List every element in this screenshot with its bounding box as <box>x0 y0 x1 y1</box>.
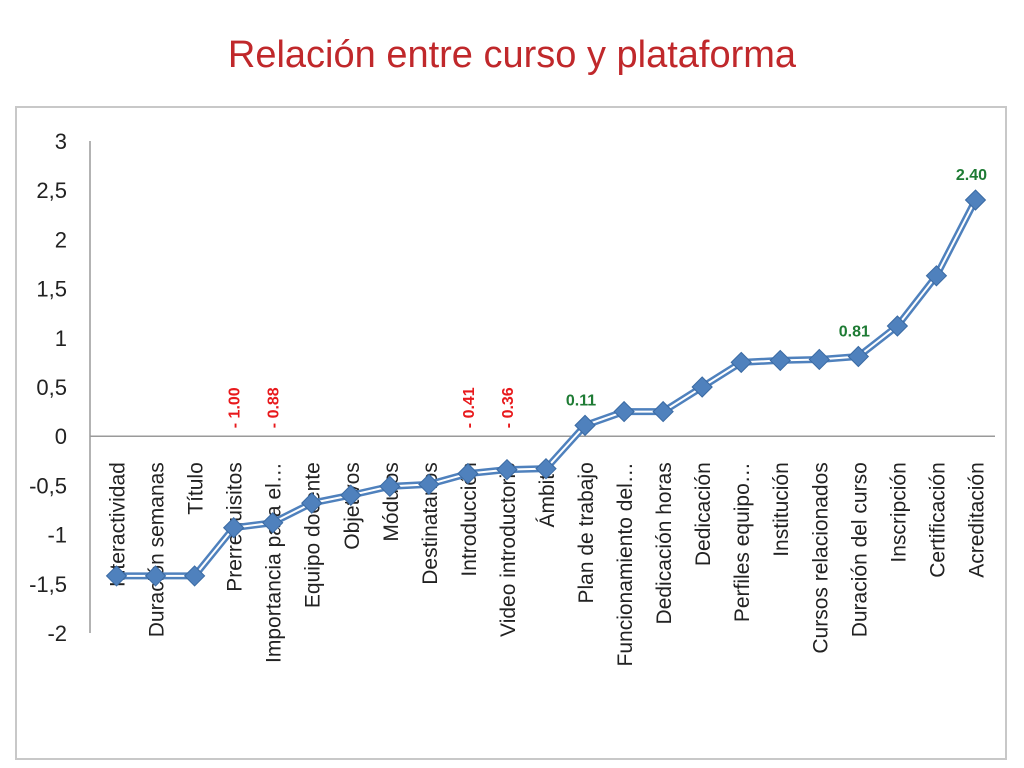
data-point <box>808 348 831 371</box>
data-point <box>613 400 635 423</box>
data-point <box>183 565 206 587</box>
y-tick-label: 1 <box>55 326 67 351</box>
data-point <box>730 351 752 374</box>
x-tick-label: Objetivos <box>341 462 364 550</box>
data-point <box>379 475 401 498</box>
x-tick-label: Funcionamiento del… <box>614 462 637 666</box>
x-tick-label: Introducción <box>458 462 481 576</box>
x-tick-label: Dedicación <box>692 462 715 566</box>
data-point <box>574 414 596 437</box>
chart-title: Relación entre curso y plataforma <box>227 34 797 76</box>
data-point <box>652 400 674 423</box>
x-tick-label: Duración del curso <box>848 462 871 637</box>
x-tick-label: Título <box>185 462 208 515</box>
x-tick-label: Módulos <box>380 462 403 541</box>
data-point <box>691 376 713 398</box>
y-tick-label: 0,5 <box>36 375 67 400</box>
x-tick-label: Importancia para el… <box>263 462 286 663</box>
data-label: - 0.36 <box>500 387 517 428</box>
axes <box>89 141 995 633</box>
data-point <box>418 473 440 496</box>
x-tick-label: Certificación <box>926 462 949 578</box>
x-tick-label: Perfiles equipo… <box>731 462 754 622</box>
data-point <box>964 189 987 211</box>
data-point <box>105 565 128 587</box>
y-axis-ticks: 3 2,5 2 1,5 1 0,5 0 -0,5 -1 -1,5 -2 <box>29 129 67 646</box>
x-tick-label: Dedicación horas <box>653 462 676 624</box>
x-tick-label: Destinatarios <box>419 462 442 585</box>
x-tick-label: Interactividad <box>107 462 130 587</box>
data-point <box>847 345 870 368</box>
y-tick-label: 0 <box>55 424 67 449</box>
chart-area: 3 2,5 2 1,5 1 0,5 0 -0,5 -1 -1,5 -2 Interactividad… <box>15 106 1007 760</box>
data-point <box>457 462 479 485</box>
data-point <box>261 512 284 534</box>
x-tick-label: Duración semanas <box>146 462 169 637</box>
x-tick-label: Plan de trabajo <box>575 462 598 603</box>
x-tick-label: Video introductorio <box>497 462 520 637</box>
x-tick-label: Inscripción <box>887 462 910 562</box>
y-tick-label: -2 <box>47 621 67 646</box>
data-label: - 1.00 <box>227 387 244 428</box>
y-tick-label: 2 <box>55 227 67 252</box>
data-label: 0.11 <box>566 392 596 409</box>
data-point <box>301 492 323 514</box>
data-point <box>144 565 167 587</box>
x-tick-label: Equipo docente <box>302 462 325 608</box>
data-point <box>340 484 362 506</box>
data-point <box>222 517 245 539</box>
x-tick-label: Ámbito <box>536 462 559 527</box>
data-label: - 0.88 <box>266 387 283 428</box>
data-label: - 0.41 <box>461 387 478 428</box>
data-point <box>769 349 791 372</box>
y-tick-label: 3 <box>55 129 67 154</box>
data-point <box>496 458 518 481</box>
data-label: 0.81 <box>839 323 870 340</box>
data-labels: - 1.00 - 0.88 - 0.41 - 0.36 0.11 0.81 2.40 <box>227 167 987 428</box>
line-chart: 3 2,5 2 1,5 1 0,5 0 -0,5 -1 -1,5 -2 Interactividad… <box>29 129 995 666</box>
data-points <box>105 189 987 587</box>
x-tick-label: Acreditación <box>965 462 988 578</box>
data-point <box>886 315 909 337</box>
data-point <box>535 457 557 480</box>
y-tick-label: 1,5 <box>36 277 67 302</box>
y-tick-label: -0,5 <box>29 473 67 498</box>
x-tick-label: Institución <box>770 462 793 557</box>
data-point <box>925 265 948 287</box>
x-tick-label: Cursos relacionados <box>809 462 832 653</box>
data-label: 2.40 <box>956 167 987 184</box>
y-tick-label: -1 <box>47 523 67 548</box>
y-tick-label: -1,5 <box>29 572 67 597</box>
y-tick-label: 2,5 <box>36 178 67 203</box>
